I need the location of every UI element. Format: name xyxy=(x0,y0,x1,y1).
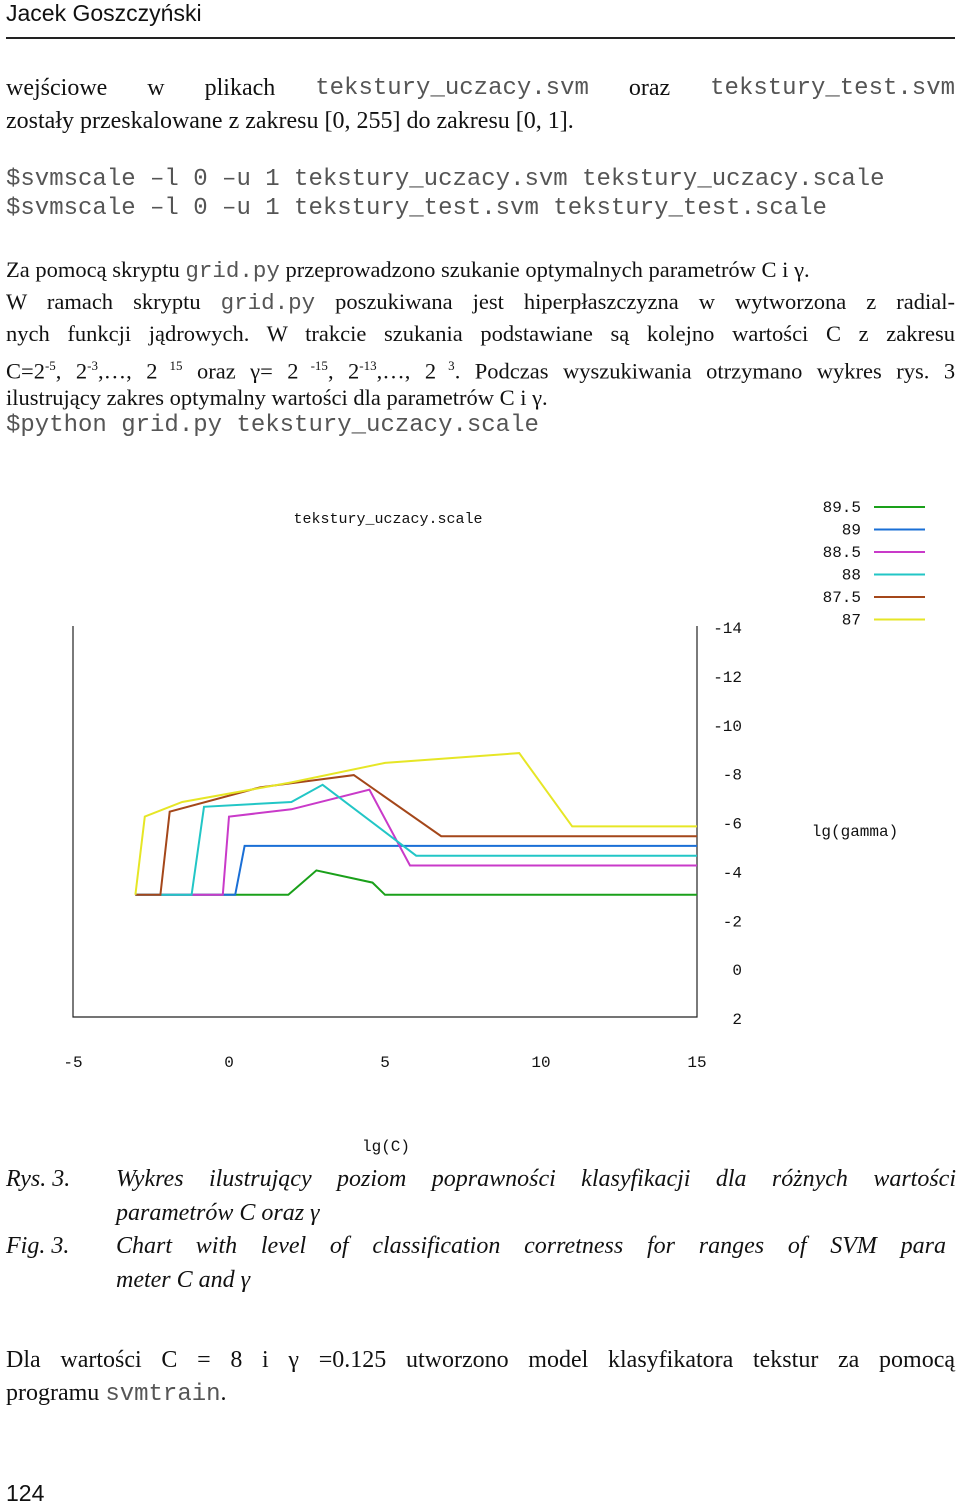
final-para-line-2: programu svmtrain. xyxy=(6,1380,227,1408)
figure-caption-en-1: Chart with level of classification corre… xyxy=(116,1233,946,1259)
legend-label-2: 88.5 xyxy=(823,544,861,562)
y-tick-label-2: -10 xyxy=(713,718,742,736)
y-tick-label-5: -4 xyxy=(723,864,742,882)
figure-label-en: Fig. 3. xyxy=(6,1233,70,1259)
y-tick-labels: -14 -12 -10 -8 -6 -4 -2 0 2 xyxy=(713,620,742,1029)
grid-para-line-3: nych funkcji jądrowych. W trakcie szukan… xyxy=(6,321,955,346)
x-tick-label-1: 0 xyxy=(224,1054,234,1072)
x-tick-labels: -5 0 5 10 15 xyxy=(63,1054,706,1072)
intro-word: w xyxy=(147,75,165,101)
page-number: 124 xyxy=(6,1480,45,1506)
y-tick-label-3: -8 xyxy=(723,767,742,785)
legend-label-4: 87.5 xyxy=(823,589,861,607)
intro-line-1: wejściowe w plikach tekstury_uczacy.svm … xyxy=(6,72,955,105)
y-tick-label-6: -2 xyxy=(723,913,742,931)
intro-word: plikach xyxy=(204,75,276,101)
legend-label-5: 87 xyxy=(842,612,861,630)
inline-code: grid.py xyxy=(220,290,316,316)
y-tick-label-0: -14 xyxy=(713,620,742,638)
x-tick-label-3: 10 xyxy=(531,1054,550,1072)
intro-word: oraz xyxy=(628,75,671,101)
chart-title: tekstury_uczacy.scale xyxy=(293,511,482,528)
intro-word: wejściowe xyxy=(6,75,108,101)
x-tick-label-0: -5 xyxy=(63,1054,82,1072)
series-line-4 xyxy=(135,774,697,896)
figure-caption-pl-1: Wykres ilustrujący poziom poprawności kl… xyxy=(116,1166,956,1192)
x-tick-label-4: 15 xyxy=(687,1054,706,1072)
series-lines xyxy=(134,752,697,896)
command-scale-train: $svmscale –l 0 –u 1 tekstury_uczacy.svm … xyxy=(6,166,885,193)
header-rule xyxy=(6,37,955,39)
y-tick-label-8: 2 xyxy=(732,1011,742,1029)
series-line-3 xyxy=(135,783,697,896)
inline-code: svmtrain xyxy=(105,1381,221,1408)
x-axis-label: lg(C) xyxy=(362,1138,410,1155)
svm-grid-chart: tekstury_uczacy.scale -5 0 5 10 15 -14 -12 -10… xyxy=(63,499,925,1155)
figure-caption-en-2: meter C and γ xyxy=(116,1267,251,1293)
intro-file-test: tekstury_test.svm xyxy=(710,75,955,102)
series-line-2 xyxy=(135,788,697,896)
intro-file-train: tekstury_uczacy.svm xyxy=(315,75,589,102)
x-tick-label-2: 5 xyxy=(380,1054,390,1072)
legend-label-0: 89.5 xyxy=(823,499,861,517)
legend: 89.5 89 88.5 88 87.5 87 xyxy=(823,499,925,630)
grid-para-line-1: Za pomocą skryptu grid.py przeprowadzono… xyxy=(6,257,810,284)
series-line-1 xyxy=(135,844,697,896)
y-tick-label-1: -12 xyxy=(713,669,742,687)
plot-axes xyxy=(72,626,698,1018)
y-tick-label-7: 0 xyxy=(732,962,742,980)
legend-label-1: 89 xyxy=(842,522,861,540)
running-header-author: Jacek Goszczyński xyxy=(6,0,202,26)
final-para-line-1: Dla wartości C = 8 i γ =0.125 utworzono … xyxy=(6,1347,955,1373)
command-grid: $python grid.py tekstury_uczacy.scale xyxy=(6,412,539,439)
inline-code: grid.py xyxy=(185,258,280,284)
figure-label-pl: Rys. 3. xyxy=(6,1166,71,1192)
grid-para-line-2: W ramach skryptu grid.py poszukiwana jes… xyxy=(6,289,955,316)
series-line-0 xyxy=(135,869,697,896)
grid-para-line-5: ilustrujący zakres optymalny wartości dl… xyxy=(6,385,548,410)
intro-line-2: zostały przeskalowane z zakresu [0, 255]… xyxy=(6,108,574,134)
grid-para-line-4: C=2-5, 2-3,…, 2 15 oraz γ= 2 -15, 2-13,…… xyxy=(6,358,956,384)
figure-caption-pl-2: parametrów C oraz γ xyxy=(116,1200,320,1226)
y-tick-label-4: -6 xyxy=(723,816,742,834)
plot-frame xyxy=(72,626,698,1018)
legend-label-3: 88 xyxy=(842,567,861,585)
y-axis-label: lg(gamma) xyxy=(812,823,898,841)
series-line-5 xyxy=(134,752,697,895)
command-scale-test: $svmscale –l 0 –u 1 tekstury_test.svm te… xyxy=(6,195,827,222)
